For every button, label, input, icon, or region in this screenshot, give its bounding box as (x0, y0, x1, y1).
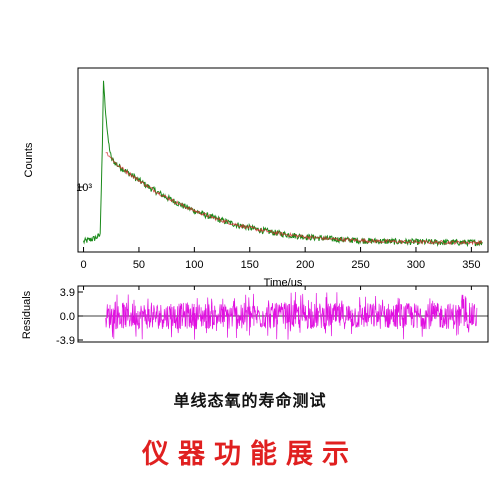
main-x-tick-label: 100 (185, 259, 203, 271)
residuals-series (105, 291, 478, 340)
main-x-tick-label: 0 (80, 259, 86, 271)
main-x-tick-label: 350 (462, 259, 480, 271)
main-x-tick-label: 300 (407, 259, 425, 271)
residuals-y-tick-label: 0.0 (60, 311, 75, 323)
residuals-y-tick-label: 3.9 (60, 287, 75, 299)
main-y-tick-label: 10³ (76, 182, 92, 194)
residuals-y-axis: 3.9 0.0 -3.9 (56, 287, 83, 347)
main-x-axis-label: Time/us (264, 277, 303, 289)
banner-title: 仪器功能展示 (142, 439, 358, 470)
main-x-tick-label: 250 (351, 259, 369, 271)
main-x-tick-label: 200 (296, 259, 314, 271)
main-y-axis-label: Counts (23, 142, 35, 177)
residuals-y-axis-label: Residuals (21, 290, 33, 339)
residuals-frame (77, 285, 489, 343)
residuals-y-tick-label: -3.9 (56, 335, 75, 347)
residuals-series-group (105, 291, 478, 340)
main-x-axis (83, 247, 472, 290)
main-plot-frame (77, 67, 489, 253)
main-x-tick-labels: 0 50 100 150 200 250 300 350 (80, 259, 480, 271)
fit-series (105, 152, 483, 246)
chart-caption: 单线态氧的寿命测试 (173, 391, 327, 410)
main-x-tick-label: 150 (241, 259, 259, 271)
main-x-tick-label: 50 (133, 259, 145, 271)
decay-data-series (83, 80, 483, 248)
main-series-group (83, 80, 483, 248)
